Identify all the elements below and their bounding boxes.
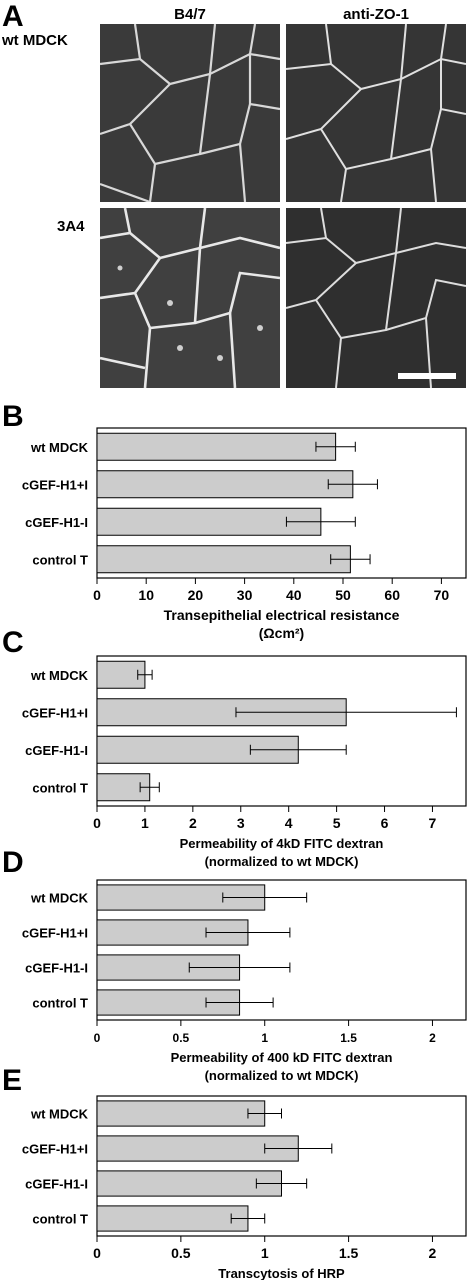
plot-frame <box>96 427 467 579</box>
category-label: wt MDCK <box>30 891 89 906</box>
x-tick-label: 1.5 <box>339 1245 359 1261</box>
x-tick-label: 0 <box>93 1245 101 1261</box>
x-axis-label: Transcytosis of HRP <box>218 1266 345 1280</box>
bar <box>96 1100 266 1127</box>
x-tick-label: 1 <box>141 815 149 831</box>
x-tick-label: 1 <box>261 1031 268 1045</box>
scale-bar <box>398 373 456 379</box>
micrograph-3a4-zo1 <box>286 208 466 388</box>
x-tick-label: 6 <box>381 815 389 831</box>
chart-e-hrp-transcytosis: wt MDCK cGEF-H1+I cGEF-H1-I control T 0 0.5 1 1… <box>22 1095 467 1280</box>
x-tick-label: 10 <box>138 587 154 603</box>
x-tick-label: 50 <box>335 587 351 603</box>
category-label: control T <box>32 552 88 567</box>
x-axis-unit-label: (normalized to wt MDCK) <box>205 854 359 869</box>
x-tick-label: 0.5 <box>173 1031 190 1045</box>
bar <box>96 1205 249 1232</box>
panel-label-a: A <box>2 0 24 33</box>
category-label: cGEF-H1+I <box>22 477 88 492</box>
x-tick-label: 2 <box>189 815 197 831</box>
x-tick-label: 2 <box>429 1245 437 1261</box>
bar <box>96 545 351 574</box>
x-tick-label: 0 <box>93 587 101 603</box>
category-label: control T <box>32 996 88 1011</box>
x-axis-unit-label: (Ωcm²) <box>259 625 304 641</box>
category-label: wt MDCK <box>30 668 89 683</box>
category-label: cGEF-H1+I <box>22 926 88 941</box>
x-tick-label: 0 <box>93 815 101 831</box>
plot-frame <box>96 879 467 1021</box>
chart-b-transepithelial-resistance: wt MDCK cGEF-H1+I cGEF-H1-I control T 0 10 20 3… <box>22 427 467 641</box>
x-tick-label: 3 <box>237 815 245 831</box>
chart-c-4kd-permeability: wt MDCK cGEF-H1+I cGEF-H1-I control T 0 1 2 3 4 5… <box>22 655 467 869</box>
category-label: control T <box>32 780 88 795</box>
plot-frame <box>96 655 467 807</box>
column-header-b47: B4/7 <box>174 6 206 23</box>
x-tick-label: 40 <box>286 587 302 603</box>
panel-label-b: B <box>2 400 24 433</box>
micrograph-wt-zo1 <box>286 24 466 202</box>
chart-d-400kd-permeability: wt MDCK cGEF-H1+I cGEF-H1-I control T 0 0.5 1 1… <box>22 879 467 1083</box>
x-axis-unit-label: (normalized to wt MDCK) <box>205 1068 359 1083</box>
panel-label-e: E <box>2 1064 23 1097</box>
x-axis-label: Transepithelial electrical resistance <box>164 607 400 623</box>
x-tick-label: 0 <box>94 1031 101 1045</box>
category-label: cGEF-H1-I <box>25 743 88 758</box>
x-tick-label: 20 <box>188 587 204 603</box>
row-label-3a4: 3A4 <box>57 218 85 235</box>
bar <box>96 470 354 499</box>
bar <box>96 432 337 461</box>
category-label: cGEF-H1-I <box>25 961 88 976</box>
x-tick-label: 30 <box>237 587 253 603</box>
x-tick-label: 2 <box>429 1031 436 1045</box>
x-tick-label: 0.5 <box>171 1245 191 1261</box>
x-axis-label: Permeability of 400 kD FITC dextran <box>171 1050 393 1065</box>
row-label-wt-mdck: wt MDCK <box>2 32 68 49</box>
category-label: cGEF-H1+I <box>22 1142 88 1157</box>
bar <box>96 507 322 536</box>
category-label: cGEF-H1-I <box>25 515 88 530</box>
panel-label-d: D <box>2 846 24 879</box>
panel-label-c: C <box>2 626 24 659</box>
plot-frame <box>96 1095 467 1237</box>
bar <box>96 1170 282 1197</box>
x-tick-label: 1.5 <box>340 1031 357 1045</box>
category-label: control T <box>32 1212 88 1227</box>
micrograph-3a4-b47 <box>100 208 280 388</box>
x-tick-label: 60 <box>384 587 400 603</box>
x-tick-label: 4 <box>285 815 293 831</box>
column-header-anti-zo1: anti-ZO-1 <box>343 6 409 23</box>
x-tick-label: 7 <box>429 815 437 831</box>
x-tick-label: 70 <box>434 587 450 603</box>
category-label: wt MDCK <box>30 440 89 455</box>
x-tick-label: 1 <box>261 1245 269 1261</box>
category-label: cGEF-H1+I <box>22 705 88 720</box>
category-label: cGEF-H1-I <box>25 1177 88 1192</box>
category-label: wt MDCK <box>30 1107 89 1122</box>
bar <box>96 660 146 689</box>
x-axis-label: Permeability of 4kD FITC dextran <box>180 836 384 851</box>
x-tick-label: 5 <box>333 815 341 831</box>
micrograph-wt-b47 <box>100 24 280 202</box>
